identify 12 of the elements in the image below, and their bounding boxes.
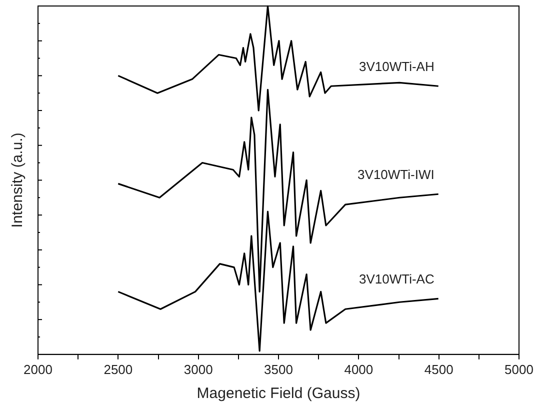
x-tick-label: 3000 [184,362,213,377]
y-axis-title: Intensity (a.u.) [9,132,26,228]
x-tick-label: 4000 [344,362,374,377]
x-tick-label: 2500 [104,362,133,377]
x-tick-label: 4500 [424,362,454,377]
x-tick-label: 2000 [24,362,52,377]
x-tick-label: 3500 [264,362,293,377]
series-label: 3V10WTi-AC [358,272,434,287]
series-label: 3V10WTi-AH [358,59,434,74]
series-label: 3V10WTi-IWI [358,167,434,182]
x-tick-label: 5000 [504,362,534,377]
x-axis-title: Magenetic Field (Gauss) [196,385,360,402]
